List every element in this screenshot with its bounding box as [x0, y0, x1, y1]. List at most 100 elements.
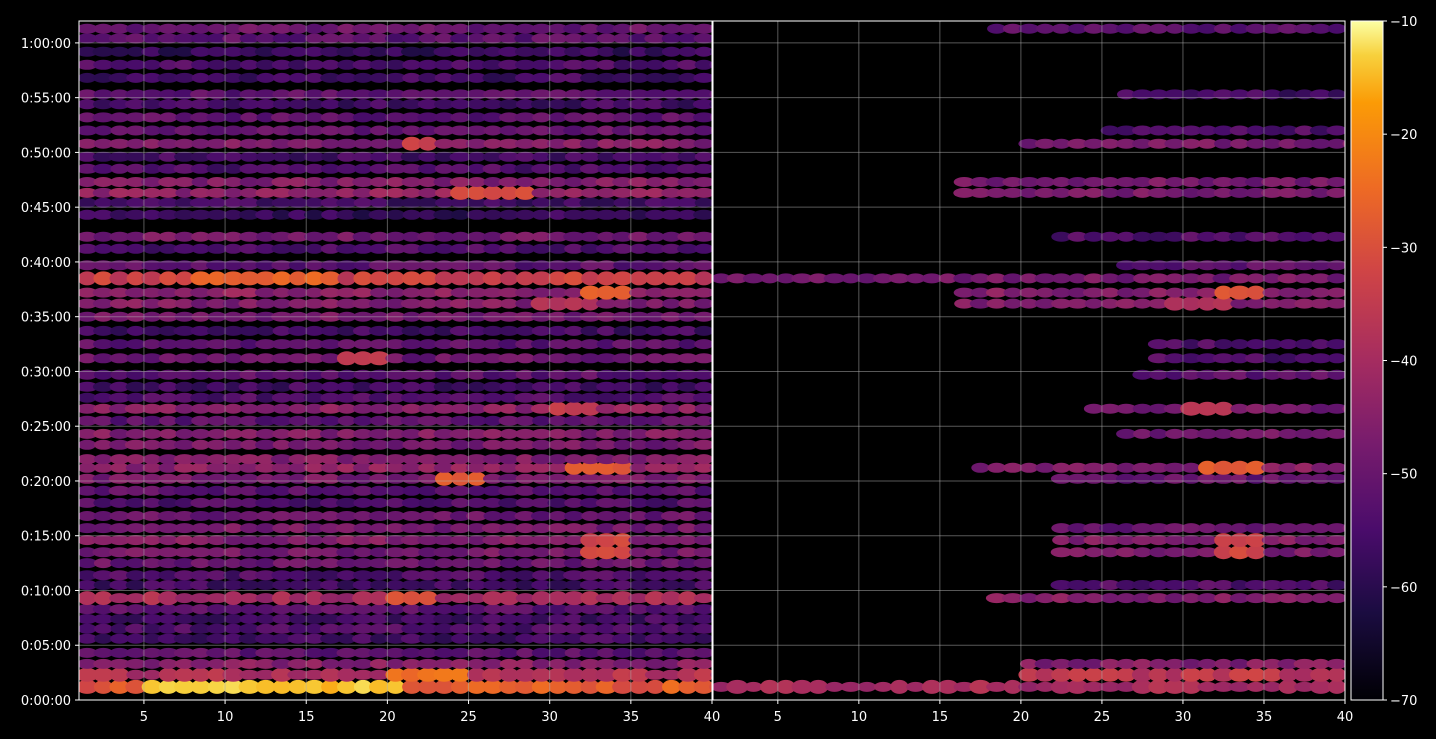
- heatmap-cell: [239, 593, 260, 604]
- heatmap-cell: [191, 485, 210, 496]
- heatmap-cell: [385, 260, 406, 271]
- heatmap-cell: [1277, 369, 1300, 380]
- heatmap-cell: [580, 454, 601, 465]
- heatmap-cell: [1002, 23, 1023, 34]
- heatmap-cell: [467, 547, 487, 558]
- heatmap-cell: [402, 558, 421, 569]
- heatmap-cell: [272, 271, 292, 286]
- heatmap-cell: [288, 614, 308, 624]
- heatmap-cell: [271, 535, 292, 546]
- heatmap-cell: [677, 523, 698, 534]
- heatmap-cell: [498, 415, 520, 426]
- heatmap-cell: [386, 658, 405, 669]
- heatmap-cell: [92, 535, 115, 546]
- heatmap-cell: [190, 112, 212, 123]
- heatmap-cell: [1327, 138, 1345, 149]
- heatmap-cell: [174, 415, 195, 426]
- heatmap-cell: [337, 23, 357, 34]
- heatmap-cell: [370, 125, 389, 136]
- heatmap-cell: [677, 570, 698, 581]
- heatmap-cell: [579, 604, 601, 615]
- heatmap-cell: [1019, 287, 1039, 298]
- heatmap-cell: [255, 151, 276, 162]
- heatmap-cell: [449, 271, 471, 286]
- heatmap-cell: [515, 339, 536, 350]
- heatmap-cell: [304, 72, 324, 83]
- heatmap-cell: [239, 197, 260, 208]
- heatmap-cell: [515, 658, 536, 669]
- heatmap-cell: [709, 300, 712, 307]
- heatmap-cell: [189, 197, 212, 208]
- heatmap-cell: [1181, 296, 1202, 311]
- heatmap-cell: [1116, 273, 1136, 284]
- heatmap-cell: [401, 46, 423, 57]
- heatmap-cell: [369, 547, 389, 558]
- heatmap-cell: [499, 580, 519, 590]
- heatmap-cell: [1083, 593, 1105, 604]
- heatmap-cell: [1052, 462, 1071, 473]
- heatmap-cell: [223, 647, 243, 658]
- heatmap-cell: [595, 353, 618, 364]
- heatmap-cell: [142, 428, 162, 439]
- heatmap-cell: [1214, 339, 1233, 350]
- heatmap-cell: [645, 369, 666, 380]
- heatmap-cell: [547, 454, 568, 465]
- heatmap-cell: [1311, 187, 1331, 198]
- heatmap-cell: [304, 428, 325, 439]
- heatmap-cell: [1310, 428, 1331, 439]
- heatmap-cell: [321, 89, 341, 100]
- heatmap-cell: [222, 287, 245, 298]
- heatmap-cell: [320, 392, 341, 403]
- heatmap-cell: [303, 669, 326, 680]
- heatmap-cell: [450, 72, 471, 83]
- heatmap-cell: [954, 298, 975, 309]
- heatmap-cell: [1180, 667, 1202, 682]
- heatmap-cell: [206, 138, 228, 149]
- heatmap-cell: [516, 271, 535, 286]
- heatmap-cell: [709, 464, 712, 472]
- heatmap-cell: [661, 403, 682, 414]
- heatmap-cell: [434, 59, 455, 70]
- heatmap-cell: [271, 339, 293, 350]
- heatmap-cell: [466, 497, 487, 508]
- heatmap-cell: [449, 392, 472, 403]
- heatmap-cell: [482, 271, 504, 286]
- heatmap-cell: [191, 415, 211, 426]
- heatmap-cell: [125, 151, 147, 162]
- heatmap-cell: [369, 403, 390, 414]
- heatmap-cell: [1164, 679, 1186, 694]
- heatmap-cell: [206, 89, 228, 100]
- heatmap-cell: [466, 197, 487, 208]
- heatmap-cell: [677, 23, 699, 34]
- heatmap-cell: [580, 125, 600, 136]
- x-tick-label: 30: [541, 710, 558, 725]
- heatmap-cell: [1230, 369, 1249, 380]
- heatmap-cell: [1230, 533, 1250, 548]
- heatmap-cell: [418, 428, 438, 439]
- heatmap-cell: [336, 89, 358, 100]
- heatmap-cell: [580, 623, 601, 634]
- heatmap-cell: [400, 535, 423, 546]
- heatmap-cell: [1163, 403, 1186, 414]
- heatmap-cell: [1165, 23, 1184, 34]
- heatmap-cell: [906, 681, 925, 692]
- heatmap-cell: [709, 140, 712, 148]
- heatmap-cell: [1246, 339, 1266, 350]
- heatmap-cell: [255, 558, 276, 569]
- heatmap-cell: [79, 187, 98, 198]
- heatmap-cell: [645, 271, 666, 286]
- heatmap-cell: [1067, 462, 1088, 473]
- heatmap-cell: [239, 535, 260, 546]
- heatmap-cell: [1181, 547, 1201, 558]
- heatmap-cell: [629, 462, 649, 473]
- heatmap-cell: [677, 614, 698, 624]
- heatmap-cell: [126, 187, 146, 198]
- x-tick-label: 20: [379, 710, 396, 725]
- heatmap-cell: [677, 353, 698, 364]
- heatmap-cell: [628, 163, 650, 174]
- heatmap-cell: [239, 428, 259, 439]
- heatmap-cell: [92, 547, 115, 558]
- heatmap-cell: [483, 125, 503, 136]
- heatmap-cell: [466, 23, 488, 34]
- heatmap-cell: [564, 112, 584, 123]
